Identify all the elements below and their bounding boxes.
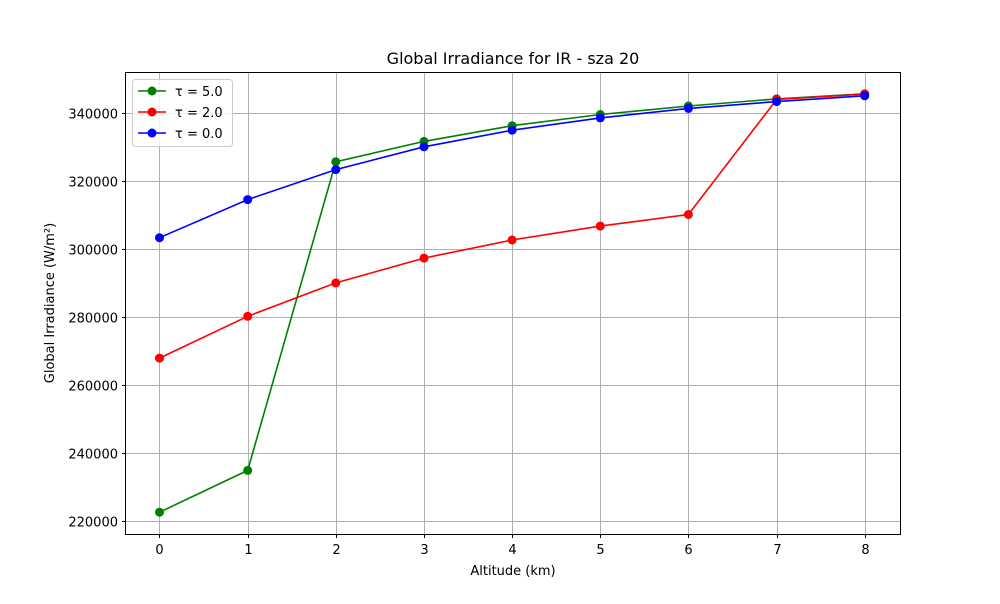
y-tick-label: 340000 — [68, 108, 118, 123]
x-tick-label: 6 — [684, 543, 692, 558]
data-point — [155, 233, 164, 243]
x-tick-label: 4 — [508, 543, 516, 558]
x-tick-label: 8 — [861, 543, 869, 558]
axis-ticks: 0 1 2 3 4 5 6 7 8 220000 240000 260000 280000 300000 3… — [68, 108, 869, 559]
data-point — [243, 465, 253, 475]
legend-item: τ = 0.0 — [138, 127, 223, 142]
data-point — [419, 142, 429, 152]
grid — [126, 73, 900, 534]
legend-item: τ = 2.0 — [138, 106, 223, 121]
x-tick-label: 0 — [155, 543, 163, 558]
series-2 — [155, 91, 870, 243]
data-point — [331, 278, 341, 288]
x-axis-label: Altitude (km) — [470, 564, 555, 579]
legend-box — [132, 79, 233, 147]
data-point — [772, 97, 782, 107]
data-point — [507, 125, 517, 135]
legend-marker — [147, 128, 157, 138]
legend-item: τ = 5.0 — [138, 85, 223, 100]
chart-title: Global Irradiance for IR - sza 20 — [387, 49, 640, 68]
data-point — [243, 195, 253, 205]
data-point — [507, 235, 517, 245]
data-point — [595, 113, 605, 123]
y-tick-label: 320000 — [68, 176, 118, 191]
data-series — [155, 89, 870, 517]
x-tick-label: 2 — [332, 543, 340, 558]
x-tick-label: 1 — [244, 543, 252, 558]
data-point — [243, 311, 253, 321]
series-1 — [155, 89, 870, 363]
legend: τ = 5.0 τ = 2.0 τ = 0.0 — [132, 79, 233, 147]
data-point — [155, 353, 164, 363]
legend-label: τ = 2.0 — [175, 106, 223, 121]
data-point — [683, 103, 693, 113]
legend-marker — [147, 107, 157, 117]
y-tick-label: 240000 — [68, 448, 118, 463]
data-point — [419, 253, 429, 263]
legend-label: τ = 0.0 — [175, 127, 223, 142]
x-tick-label: 7 — [773, 543, 781, 558]
data-point — [860, 91, 870, 101]
data-point — [683, 210, 693, 219]
legend-label: τ = 5.0 — [175, 85, 223, 100]
y-tick-label: 300000 — [68, 244, 118, 259]
y-axis-label: Global Irradiance (W/m²) — [43, 223, 58, 383]
y-tick-label: 260000 — [68, 380, 118, 395]
data-point — [155, 507, 164, 517]
y-tick-label: 220000 — [68, 516, 118, 531]
legend-marker — [147, 86, 157, 96]
data-point — [595, 221, 605, 231]
plot-area-frame — [125, 72, 901, 535]
x-tick-label: 5 — [596, 543, 604, 558]
data-point — [331, 157, 341, 167]
x-tick-label: 3 — [420, 543, 428, 558]
data-point — [331, 165, 341, 175]
y-tick-label: 280000 — [68, 312, 118, 327]
